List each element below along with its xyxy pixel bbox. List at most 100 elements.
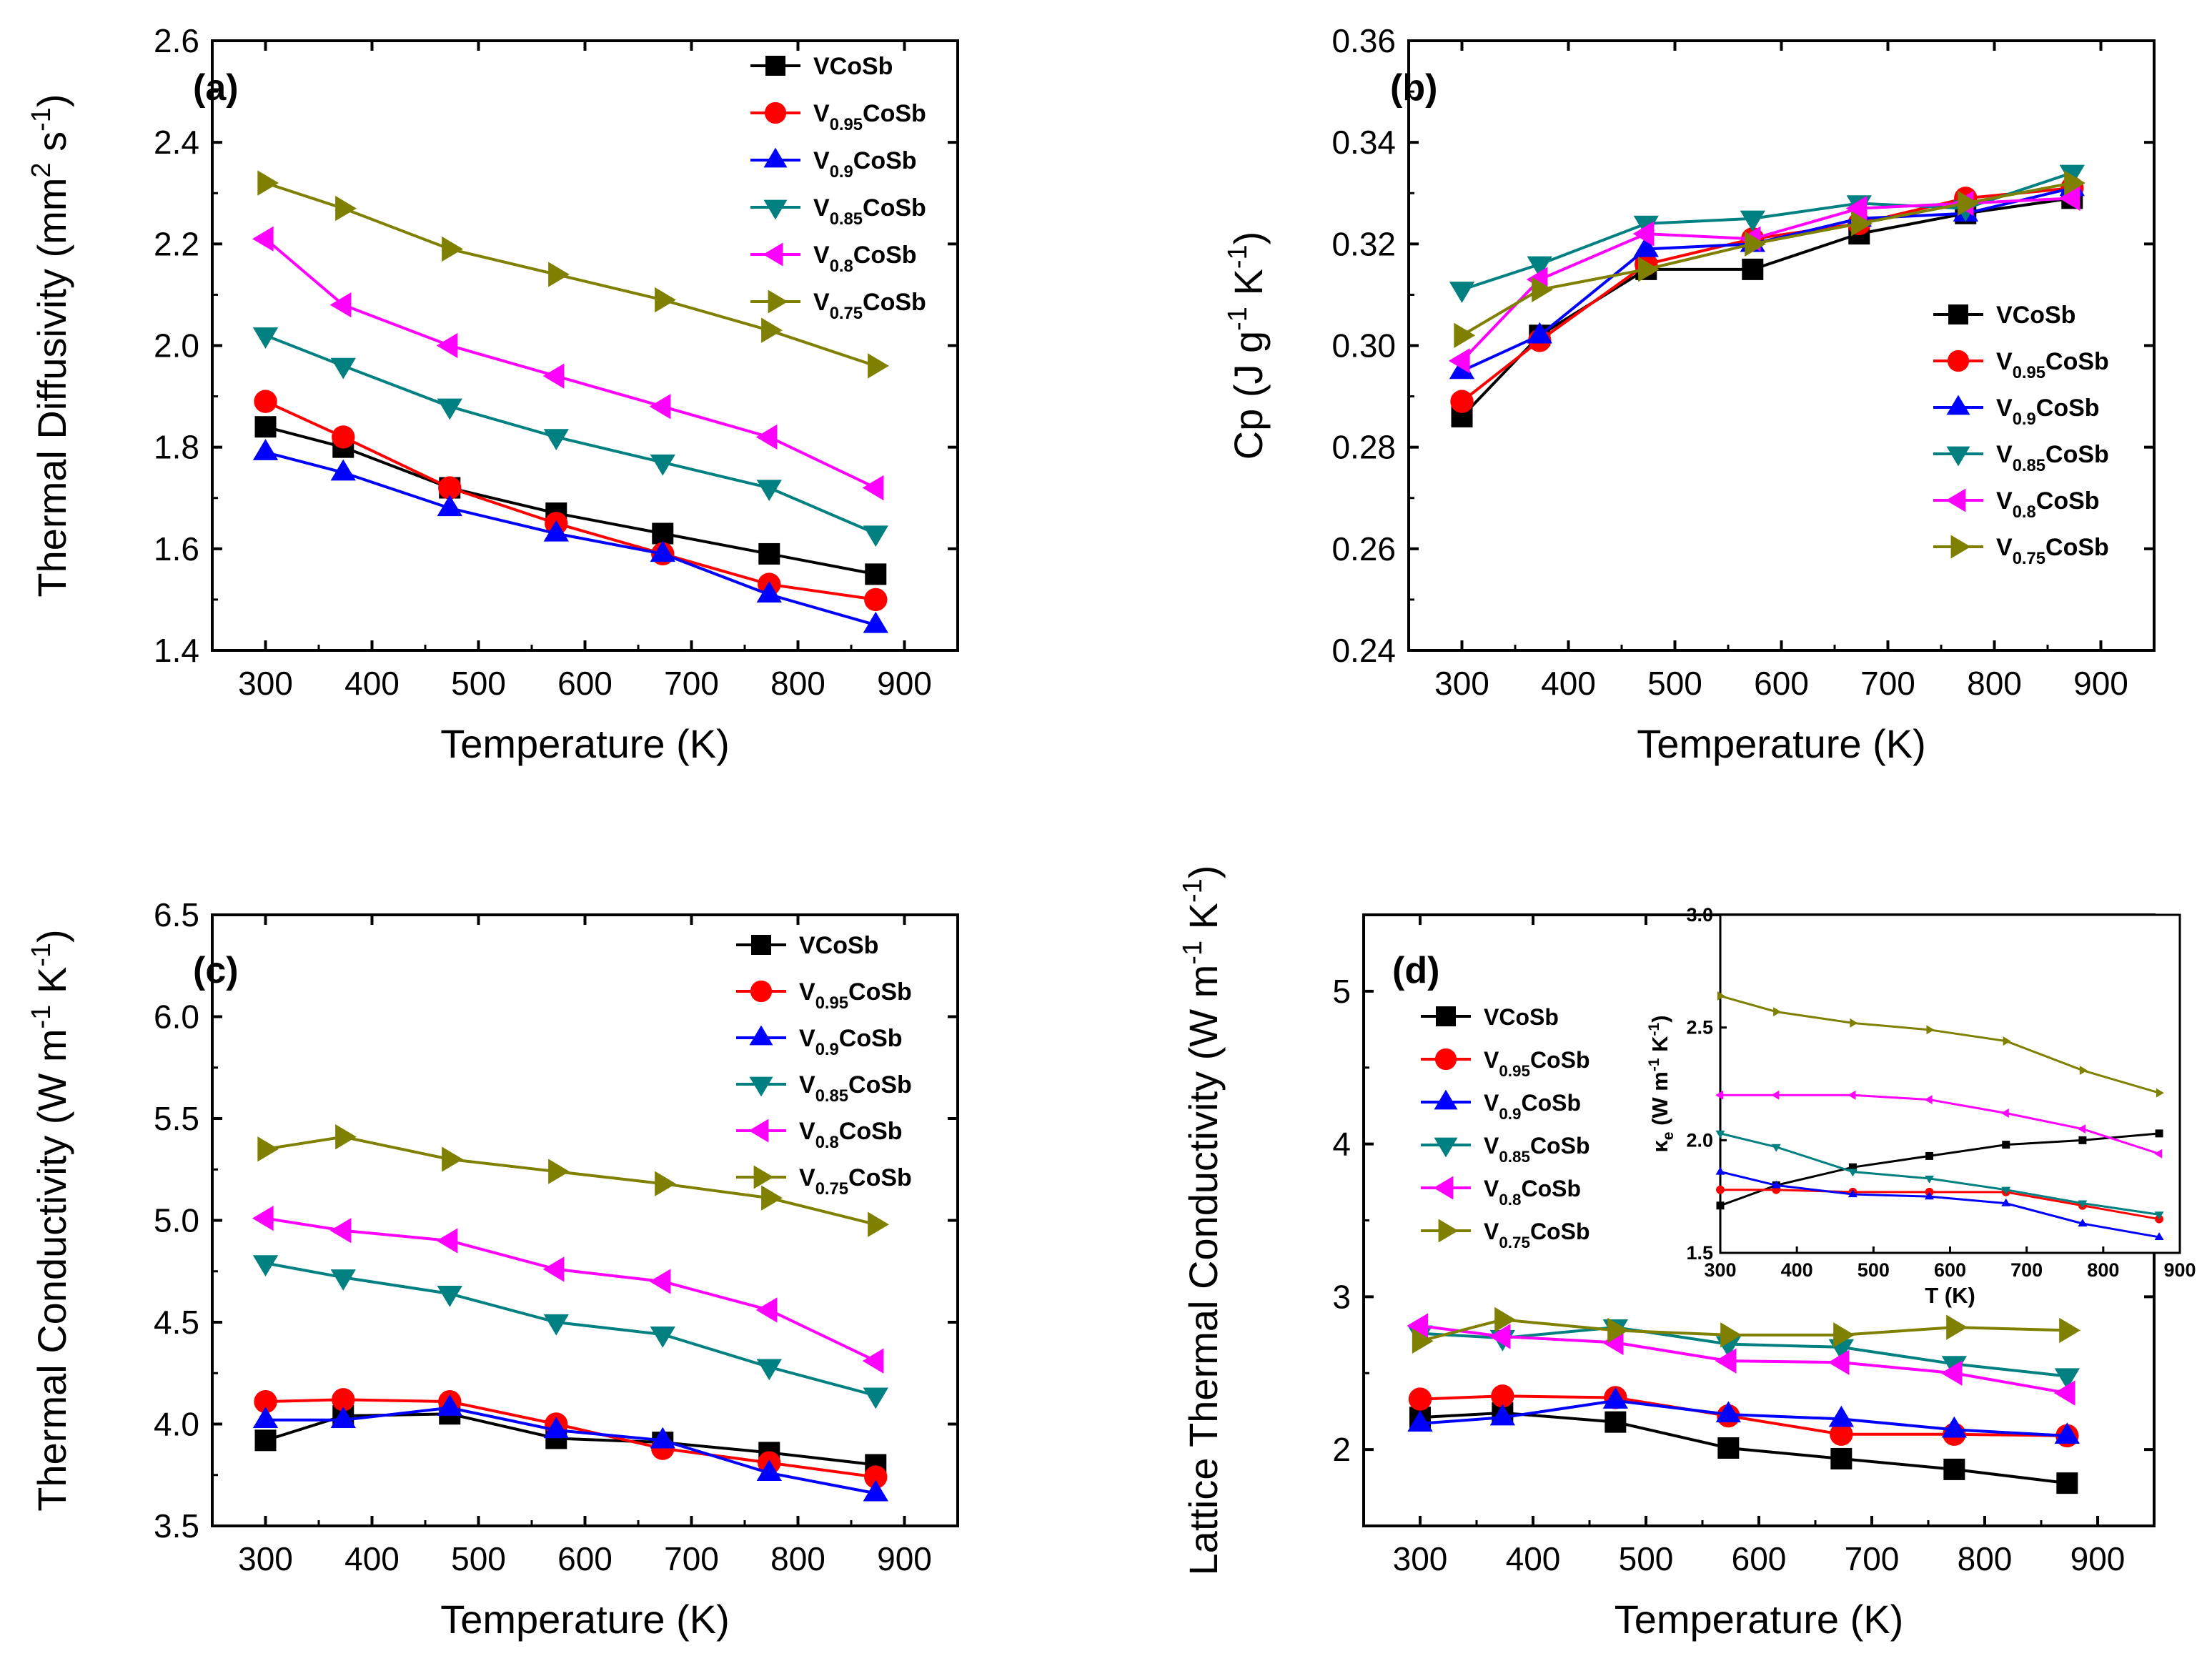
x-tick-label: 700	[664, 1540, 719, 1577]
data-point	[1638, 257, 1660, 282]
data-point	[330, 1269, 356, 1291]
panel-a: 300 400 500 600 700 800 900 1.4 1.6 1.8 2.0 2.2 2.4 2…	[26, 22, 959, 766]
x-tick-label: 500	[1619, 1540, 1674, 1577]
legend-marker	[1434, 1048, 1457, 1071]
data-point	[1828, 1405, 1855, 1427]
series-line	[264, 425, 876, 576]
data-point	[436, 332, 458, 359]
panel-b: 300 400 500 600 700 800 900 0.24 0.26 0.28 0.30 0.3…	[1223, 22, 2156, 766]
legend-label: V0.75CoSb	[813, 289, 926, 323]
data-point	[252, 1205, 274, 1231]
data-point	[437, 495, 462, 517]
data-point	[1494, 1306, 1516, 1333]
y-tick-label: 5.5	[154, 1100, 199, 1137]
inset-y-tick-label: 1.5	[1686, 1242, 1713, 1264]
data-point	[542, 363, 565, 389]
data-point	[332, 1388, 355, 1412]
series-line	[264, 1412, 876, 1467]
x-tick-label: 900	[2070, 1540, 2126, 1577]
inset-series-V0.8CoSb	[1715, 1090, 2163, 1159]
data-point	[442, 1146, 463, 1172]
data-point	[864, 587, 888, 612]
inset-data-point	[1848, 1169, 1858, 1177]
inset-chart: 300 400 500 600 700 800 900 1.5 2.0 2.5 3.0 T (K) κe…	[1646, 904, 2196, 1308]
x-axis-label: Temperature (K)	[440, 721, 730, 766]
panel-label: (b)	[1390, 67, 1437, 109]
series-VCoSb	[1451, 187, 2083, 428]
legend-marker	[748, 1119, 769, 1143]
data-point	[1715, 1348, 1737, 1374]
legend-label: VCoSb	[1484, 1004, 1559, 1030]
x-tick-label: 900	[2073, 665, 2128, 702]
x-tick-label: 400	[344, 1540, 400, 1577]
data-point	[329, 1218, 352, 1244]
data-point	[650, 1326, 675, 1348]
legend-label: V0.95CoSb	[1484, 1047, 1589, 1080]
inset-frame	[1719, 913, 2181, 1254]
inset-series-V0.9CoSb	[1715, 1166, 2164, 1241]
legend-item: V0.75CoSb	[1421, 1219, 1589, 1251]
legend-label: V0.95CoSb	[813, 100, 926, 134]
legend-marker	[768, 289, 788, 314]
data-point	[2054, 1368, 2080, 1390]
series-V0.85CoSb	[252, 1255, 888, 1409]
series-V0.75CoSb	[1412, 1306, 2080, 1354]
legend-marker	[1946, 446, 1970, 467]
inset-data-point	[2154, 1149, 2163, 1159]
x-axis-label: Temperature (K)	[1615, 1597, 1904, 1642]
data-point	[1412, 1328, 1434, 1354]
legend-marker	[749, 1025, 773, 1046]
legend-marker	[1438, 1219, 1459, 1243]
legend-label: V0.85CoSb	[799, 1071, 912, 1106]
data-point	[330, 1407, 356, 1428]
x-tick-label: 400	[1506, 1540, 1561, 1577]
data-point	[1941, 1416, 1968, 1438]
x-tick-label: 500	[1647, 665, 1702, 702]
legend-label: V0.95CoSb	[799, 978, 912, 1013]
legend-item: VCoSb	[1421, 1004, 1559, 1030]
inset-data-point	[2078, 1219, 2088, 1227]
series-line	[1461, 197, 2073, 362]
x-tick-label: 900	[877, 665, 932, 702]
legend-marker	[751, 935, 771, 955]
data-point	[436, 1228, 458, 1254]
legend-item: V0.9CoSb	[1421, 1089, 1581, 1123]
data-point	[756, 480, 782, 502]
x-tick-label: 600	[557, 1540, 612, 1577]
legend-item: V0.85CoSb	[736, 1071, 912, 1106]
y-axis-label: Cp (J g-1 K-1)	[1223, 232, 1271, 460]
legend-marker	[1945, 488, 1966, 512]
data-point	[332, 425, 355, 449]
data-point	[1489, 1404, 1516, 1426]
data-point	[1449, 282, 1475, 303]
legend-marker	[1434, 1137, 1458, 1158]
y-tick-label: 6.5	[154, 896, 199, 933]
legend-label: V0.8CoSb	[1996, 487, 2100, 522]
data-point	[252, 1407, 279, 1428]
inset-data-point	[1716, 1185, 1725, 1194]
x-tick-label: 600	[557, 665, 612, 702]
y-tick-label: 1.6	[154, 530, 199, 567]
inset-data-point	[2154, 1211, 2164, 1220]
data-point	[2056, 1472, 2078, 1494]
data-point	[655, 1171, 676, 1196]
series-line	[264, 182, 876, 367]
inset-x-tick-label: 500	[1858, 1259, 1890, 1281]
legend-marker	[763, 147, 788, 168]
data-point	[257, 170, 279, 196]
inset-data-point	[2079, 1066, 2088, 1076]
data-point	[335, 1124, 357, 1150]
y-tick-label: 0.34	[1331, 124, 1396, 161]
inset-data-point	[2078, 1136, 2087, 1144]
inset-data-point	[1924, 1095, 1933, 1105]
y-tick-label: 0.32	[1331, 225, 1396, 262]
y-axis-label: Lattice Thermal Conductivity (W m-1 K-1)	[1178, 866, 1226, 1576]
legend-item: V0.75CoSb	[736, 1164, 912, 1199]
legend-marker	[763, 242, 783, 267]
data-point	[252, 327, 279, 349]
legend: VCoSb V0.95CoSb V0.9CoSb V0.85CoSb V0.8CoSb V…	[736, 932, 912, 1199]
legend-label: VCoSb	[813, 53, 893, 80]
legend-label: V0.75CoSb	[1996, 534, 2109, 568]
y-tick-label: 2.4	[154, 124, 199, 161]
series-V0.75CoSb	[257, 1124, 889, 1237]
